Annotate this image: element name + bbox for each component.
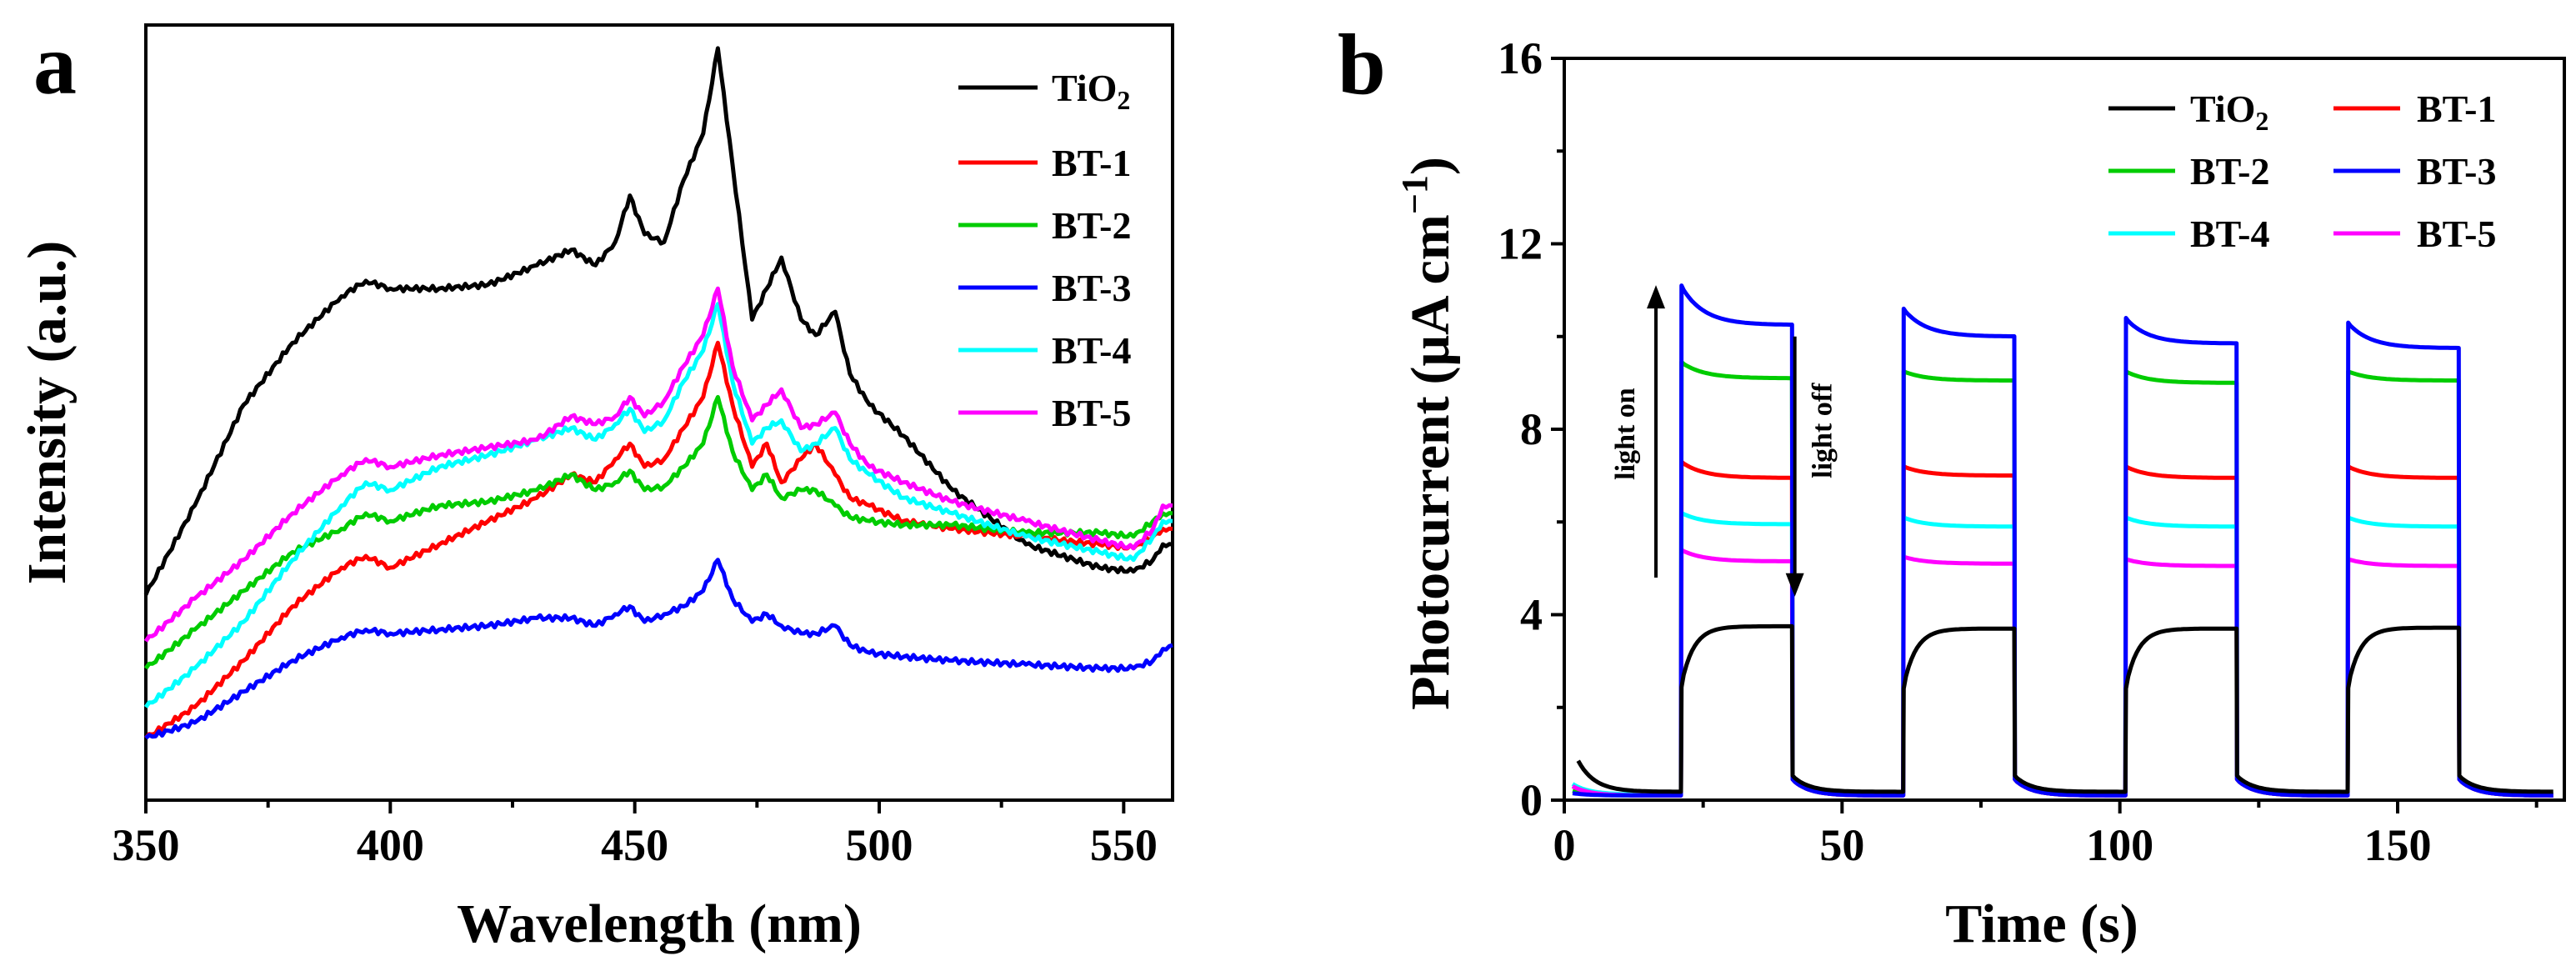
panel-b-photocurrent-chart: b 0 50 100 150 0 4 8 12 16 Time (s) Photocurren… — [1338, 17, 2566, 954]
panel-b-series-bt-4 — [1571, 510, 2553, 797]
panel-a-series-group — [143, 46, 1173, 740]
panel-a-x-axis-title: Wavelength (nm) — [457, 893, 862, 954]
light-off-label: light off — [1808, 383, 1838, 478]
panel-b-annotations: light on light off — [1610, 285, 1838, 597]
legend-label-tio2: TiO2 — [1052, 67, 1130, 115]
panel-a-x-tick-label: 350 — [113, 820, 180, 870]
legend-label-bt-1: BT-1 — [1052, 142, 1131, 184]
panel-a-spectra-chart: a 350 400 450 500 550 Wavelength (nm) Intens… — [17, 17, 1174, 954]
panel-a-x-ticks: 350 400 450 500 550 — [113, 800, 1158, 870]
legend-b-label-bt-5: BT-5 — [2417, 213, 2496, 255]
panel-a-x-tick-label: 550 — [1090, 820, 1158, 870]
panel-a-series-bt-3 — [144, 558, 1173, 740]
panel-b-y-tick-label: 0 — [1520, 775, 1543, 825]
panel-b-series-bt-3 — [1572, 283, 2553, 798]
panel-b-series-bt-5 — [1571, 548, 2553, 798]
panel-b-x-tick-label: 50 — [1819, 820, 1864, 870]
panel-a-x-tick-label: 400 — [357, 820, 424, 870]
panel-a-legend: TiO2 BT-1 BT-2 BT-3 BT-4 BT-5 — [958, 67, 1131, 434]
light-off-arrow-head — [1785, 573, 1804, 597]
panel-b-x-tick-label: 100 — [2086, 820, 2153, 870]
panel-a-plot-frame — [144, 23, 1174, 802]
legend-b-label-bt-3: BT-3 — [2417, 150, 2496, 193]
panel-a-series-bt-4 — [143, 302, 1173, 708]
panel-b-x-tick-label: 0 — [1553, 820, 1576, 870]
legend-label-bt-3: BT-3 — [1052, 267, 1131, 309]
panel-b-y-tick-label: 16 — [1498, 33, 1543, 83]
panel-b-y-tick-label: 4 — [1520, 590, 1543, 640]
panel-a-series-bt-1 — [144, 340, 1173, 740]
legend-label-bt-4: BT-4 — [1052, 329, 1131, 372]
panel-b-y-ticks: 0 4 8 12 16 — [1498, 33, 1564, 825]
legend-b-label-bt-1: BT-1 — [2417, 88, 2496, 130]
light-on-label: light on — [1610, 388, 1641, 480]
panel-b-x-ticks: 0 50 100 150 — [1553, 800, 2538, 870]
panel-a-label: a — [33, 17, 77, 113]
legend-label-bt-2: BT-2 — [1052, 204, 1131, 247]
panel-b-series-tio2 — [1576, 623, 2553, 794]
panel-b-label: b — [1338, 17, 1386, 113]
light-on-arrow-head — [1647, 285, 1665, 309]
panel-b-legend: TiO2 BT-1 BT-2 BT-3 BT-4 BT-5 — [2108, 88, 2496, 255]
panel-a-series-tio2 — [143, 46, 1173, 596]
panel-b-y-axis-title: Photocurrent(μA cm−1) — [1394, 157, 1461, 710]
panel-a-y-axis-title: Intensity (a.u.) — [17, 241, 78, 585]
panel-a-x-tick-label: 450 — [601, 820, 668, 870]
legend-b-label-tio2: TiO2 — [2190, 88, 2268, 136]
panel-b-x-tick-label: 150 — [2364, 820, 2432, 870]
panel-a-x-tick-label: 500 — [846, 820, 913, 870]
panel-a-series-bt-5 — [143, 286, 1173, 643]
panel-b-series-bt-2 — [1572, 359, 2553, 798]
panel-b-plot-frame — [1563, 57, 2566, 802]
legend-label-bt-5: BT-5 — [1052, 392, 1131, 434]
legend-b-label-bt-2: BT-2 — [2190, 150, 2269, 193]
panel-a-series-bt-2 — [143, 394, 1173, 670]
legend-b-label-bt-4: BT-4 — [2190, 213, 2269, 255]
panel-b-y-tick-label: 8 — [1520, 404, 1543, 454]
panel-b-x-axis-title: Time (s) — [1945, 893, 2138, 954]
panel-b-series-group — [1571, 283, 2553, 798]
panel-b-y-tick-label: 12 — [1498, 219, 1543, 269]
